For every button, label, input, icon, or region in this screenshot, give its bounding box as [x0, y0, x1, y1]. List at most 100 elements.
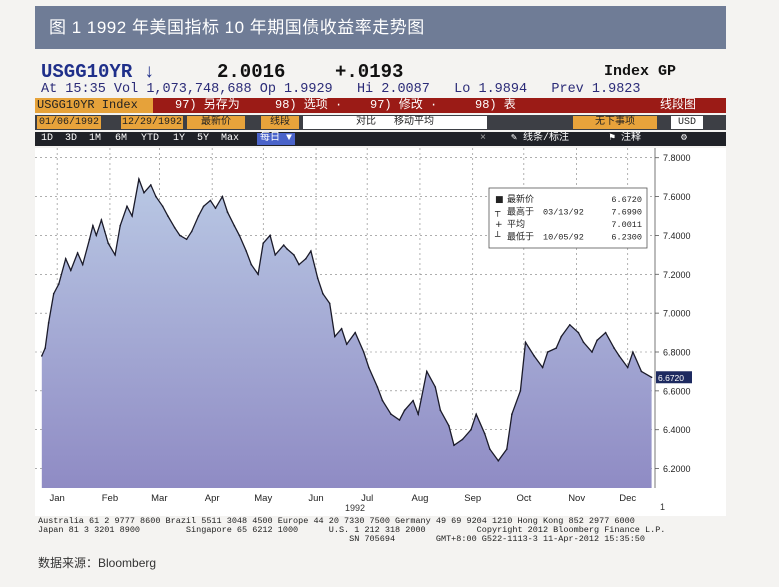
field-select[interactable]: 最新价	[187, 116, 245, 129]
data-point	[143, 191, 145, 194]
last-value-label: 6.6720	[658, 373, 684, 383]
legend-date: 03/13/92	[543, 208, 584, 218]
data-point	[226, 211, 229, 213]
data-point	[448, 425, 450, 427]
x-tick-label: Jan	[49, 493, 64, 504]
end-date-field[interactable]: 12/29/1992	[121, 116, 183, 129]
stats-line: At 15:35 Vol 1,073,748,688 Op 1.9929 Hi …	[41, 82, 641, 97]
legend-value: 7.6990	[611, 208, 642, 218]
data-point	[368, 366, 370, 369]
data-source: 数据来源：Bloomberg	[38, 556, 157, 570]
data-point	[197, 215, 200, 217]
data-point	[604, 331, 607, 334]
chart-legend: ■ 最新价 6.6720 ┬ 最高于 03/13/92 7.6990 + 平均 7.0011 ┴ 最低…	[488, 187, 648, 249]
compare-field[interactable]: 对比 移动平均	[303, 116, 487, 129]
period-select[interactable]: 每日 ▼	[257, 133, 296, 145]
x-tick-label: Jun	[308, 493, 323, 504]
data-point	[262, 242, 264, 244]
data-point	[461, 438, 464, 441]
data-point	[345, 343, 348, 345]
ticker-symbol[interactable]: USGG10YR ↓	[41, 61, 156, 83]
data-point	[426, 370, 428, 373]
legend-entry: + 平均 7.0011	[495, 218, 642, 230]
yield-chart[interactable]: 6.6720 6.2000 6.4000 6.6000 6.8000 7.0000 7.2…	[35, 148, 726, 516]
x-tick-label: Dec	[619, 493, 636, 504]
chart-area: 6.6720 6.2000 6.4000 6.6000 6.8000 7.0000 7.2…	[35, 148, 726, 516]
legend-value: 6.6720	[611, 195, 642, 205]
data-point	[167, 215, 169, 217]
gear-icon[interactable]: ⚙	[681, 133, 688, 144]
range-6m[interactable]: 6M	[115, 133, 128, 144]
data-point	[233, 224, 236, 227]
data-point	[334, 335, 336, 338]
data-point	[44, 347, 46, 349]
index-name-field[interactable]: USGG10YR Index	[35, 98, 153, 113]
data-point	[632, 351, 634, 353]
legend-entry: ┴ 最低于 10/05/92 6.2300	[494, 231, 642, 243]
currency-select[interactable]: USD	[671, 116, 703, 129]
style-select[interactable]: 线段	[261, 116, 299, 129]
menu-options[interactable]: 98) 选项 ·	[275, 98, 343, 112]
data-point	[298, 263, 300, 266]
data-point	[403, 409, 406, 412]
close-icon[interactable]: ×	[480, 133, 487, 144]
data-point	[269, 234, 271, 237]
last-value-tag: 6.6720	[656, 371, 692, 384]
data-point	[179, 234, 181, 237]
data-point	[560, 335, 563, 338]
data-point	[245, 250, 247, 252]
legend-marker-icon: +	[495, 220, 503, 230]
data-point	[202, 205, 205, 208]
legend-entry: ■ 最新价 6.6720	[495, 193, 642, 205]
data-point	[150, 184, 152, 186]
note-button[interactable]: ⚑ 注释	[609, 133, 642, 144]
data-point	[434, 386, 437, 388]
right-edge-marker: 1	[660, 502, 665, 512]
chart-type-label[interactable]: 线段图	[660, 98, 697, 112]
menu-save-as[interactable]: 97) 另存为	[175, 98, 240, 112]
y-tick-label: 6.2000	[663, 464, 691, 474]
range-1d[interactable]: 1D	[41, 133, 54, 144]
data-point	[114, 254, 116, 256]
data-point	[650, 376, 653, 379]
data-point	[88, 238, 91, 241]
data-point	[81, 263, 84, 266]
range-1m[interactable]: 1M	[89, 133, 102, 144]
data-point	[417, 413, 420, 416]
figure-title-banner: 图 1 1992 年美国指标 10 年期国债收益率走势图	[35, 6, 726, 49]
data-point	[626, 366, 629, 369]
x-tick-label: Mar	[151, 493, 167, 504]
data-point	[104, 230, 106, 233]
range-1y[interactable]: 1Y	[173, 133, 186, 144]
time-range-bar: 1D 3D 1M 6M YTD 1Y 5Y Max 每日 ▼ × ✎ 线条/标注…	[35, 132, 726, 146]
data-point	[506, 448, 508, 450]
data-point	[52, 292, 55, 295]
y-tick-label: 7.8000	[663, 153, 691, 163]
flag-icon: ⚑	[609, 133, 616, 144]
data-point	[316, 277, 319, 279]
data-point	[453, 444, 455, 447]
event-select[interactable]: 无下事项	[573, 116, 657, 129]
menu-modify[interactable]: 97) 修改 ·	[370, 98, 438, 112]
range-max[interactable]: Max	[221, 133, 240, 144]
menu-table[interactable]: 98) 表	[475, 98, 516, 112]
data-point	[470, 428, 472, 431]
legend-marker-icon: ┬	[494, 208, 501, 218]
data-point	[582, 341, 585, 344]
data-point	[310, 250, 312, 252]
y-tick-label: 7.2000	[663, 270, 691, 280]
range-3d[interactable]: 3D	[65, 133, 78, 144]
bloomberg-footer: Australia 61 2 9777 8600 Brazil 5511 304…	[38, 517, 718, 544]
start-date-field[interactable]: 01/06/1992	[37, 116, 101, 129]
draw-annotation-button[interactable]: ✎ 线条/标注	[511, 133, 570, 144]
data-point	[282, 244, 285, 246]
data-point	[569, 324, 571, 326]
range-5y[interactable]: 5Y	[197, 133, 210, 144]
range-ytd[interactable]: YTD	[141, 133, 160, 144]
data-point	[591, 351, 593, 353]
data-point	[173, 226, 176, 229]
data-point	[511, 413, 513, 416]
x-tick-label: Nov	[568, 493, 585, 504]
data-point	[596, 339, 598, 342]
data-point	[618, 355, 620, 357]
